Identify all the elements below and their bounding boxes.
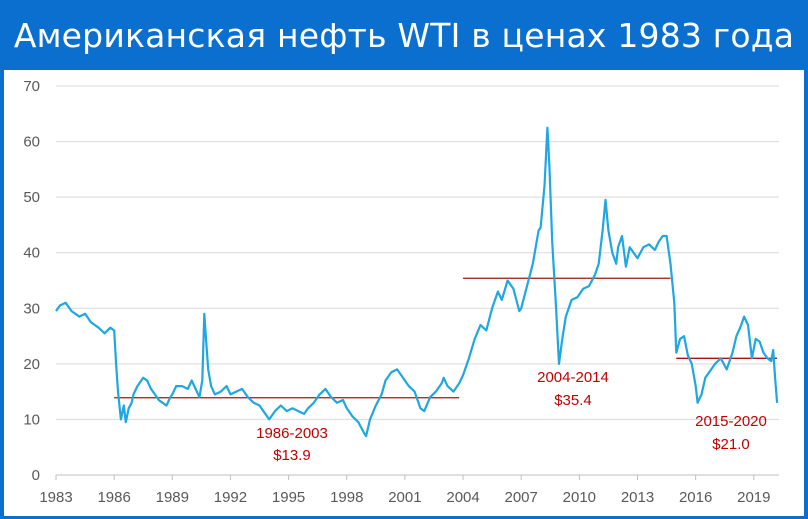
average-value-label: $35.4 <box>554 392 592 409</box>
x-tick-label: 1986 <box>97 489 130 506</box>
average-period-label: 2015-2020 <box>695 413 767 430</box>
x-axis-ticks: 1983 1986 1989 1992 1995 1998 2001 2004 2007 2010… <box>39 475 770 506</box>
wti-price-line <box>55 126 779 438</box>
x-tick-label: 2010 <box>563 489 596 506</box>
y-tick-label: 40 <box>23 245 40 262</box>
x-tick-label: 1983 <box>39 489 72 506</box>
y-tick-label: 20 <box>23 356 40 373</box>
average-value-label: $21.0 <box>712 436 750 453</box>
plot-panel: 0 10 20 30 40 50 60 70 1983 1986 1989 1992 1995 1998… <box>4 70 804 516</box>
x-tick-label: 1998 <box>330 489 363 506</box>
y-tick-label: 30 <box>23 300 40 317</box>
average-period-label: 2004-2014 <box>537 369 609 386</box>
x-tick-label: 2001 <box>388 489 421 506</box>
wti-price-chart: 0 10 20 30 40 50 60 70 1983 1986 1989 1992 1995 1998… <box>23 78 779 506</box>
y-axis-ticks: 0 10 20 30 40 50 60 70 <box>23 78 40 484</box>
title-bar: Американская нефть WTI в ценах 1983 года <box>0 0 808 70</box>
x-tick-label: 1995 <box>272 489 305 506</box>
average-value-label: $13.9 <box>273 447 311 464</box>
x-tick-label: 2007 <box>505 489 538 506</box>
y-tick-label: 70 <box>23 78 40 95</box>
average-period-label: 1986-2003 <box>256 425 328 442</box>
x-tick-label: 2004 <box>446 489 479 506</box>
x-tick-label: 2019 <box>737 489 770 506</box>
y-tick-label: 10 <box>23 411 40 428</box>
y-tick-label: 0 <box>32 467 40 484</box>
average-annotations: 1986-2003 $13.9 2004-2014 $35.4 2015-2020 $21… <box>256 369 767 464</box>
y-tick-label: 60 <box>23 134 40 151</box>
y-tick-label: 50 <box>23 189 40 206</box>
series-layer <box>55 126 779 438</box>
x-tick-label: 1992 <box>214 489 247 506</box>
x-tick-label: 2013 <box>621 489 654 506</box>
average-lines <box>114 277 778 399</box>
x-tick-label: 1989 <box>156 489 189 506</box>
grid-lines <box>56 85 779 476</box>
x-tick-label: 2016 <box>679 489 712 506</box>
chart-title: Американская нефть WTI в ценах 1983 года <box>13 15 795 55</box>
